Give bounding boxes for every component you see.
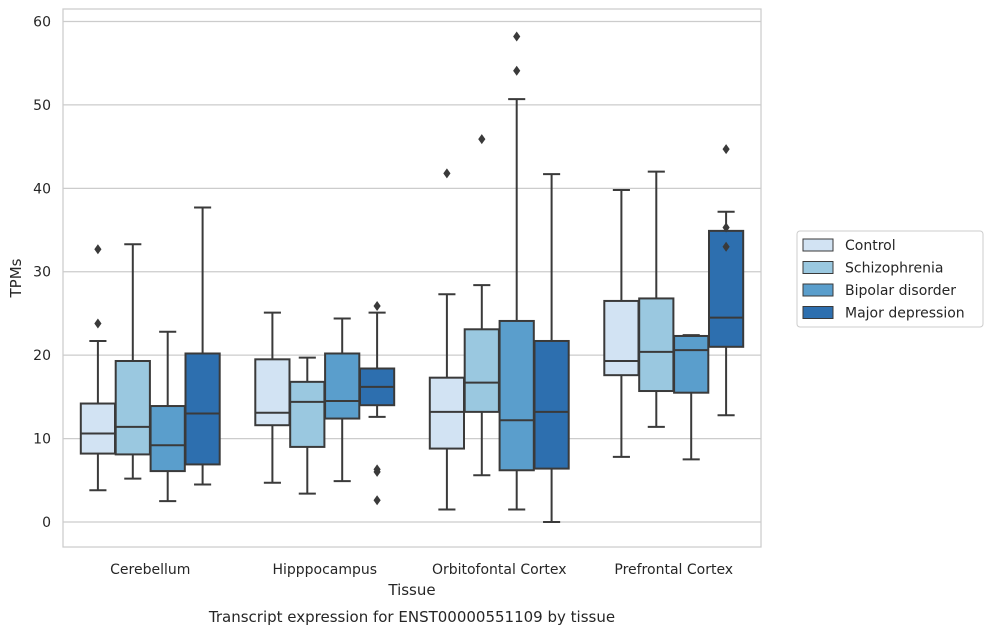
x-tick-label: Orbitofontal Cortex: [432, 562, 567, 578]
box-body: [638, 297, 675, 393]
outlier-point: [513, 31, 521, 42]
outlier-point: [513, 65, 521, 76]
box: [114, 243, 151, 480]
box: [533, 173, 570, 523]
legend-label: Control: [845, 238, 896, 254]
outlier-point: [478, 134, 486, 145]
box-body: [673, 334, 710, 394]
legend-swatch: [802, 238, 834, 252]
plot-area-frame: [62, 8, 762, 548]
box: [149, 330, 186, 503]
box-series-layer: [79, 31, 745, 523]
figure-caption: Transcript expression for ENST0000055110…: [208, 608, 615, 626]
box: [184, 206, 221, 486]
y-axis-label: TPMs: [7, 258, 25, 298]
box: [254, 311, 291, 484]
box: [428, 168, 466, 511]
legend-label: Bipolar disorder: [845, 283, 956, 299]
y-tick-label: 40: [33, 181, 51, 197]
legend-swatch: [802, 306, 834, 319]
box-body: [254, 358, 291, 427]
outlier-point: [373, 495, 381, 506]
legend-label: Major depression: [845, 306, 965, 322]
legend: Control Schizophrenia Bipolar disorder Majo…: [796, 230, 984, 328]
series-group: [184, 144, 745, 523]
y-tick-labels: 0 10 20 30 40 50 60: [33, 15, 51, 531]
x-tick-label: Cerebellum: [110, 562, 190, 578]
box: [603, 189, 640, 458]
box: [79, 244, 117, 492]
legend-swatch: [802, 261, 834, 274]
box: [707, 144, 745, 417]
box-body: [114, 359, 151, 456]
y-tick-label: 10: [33, 432, 51, 448]
box-body: [184, 352, 221, 466]
box: [638, 170, 675, 428]
legend-swatch: [802, 283, 834, 297]
legend-items: Control Schizophrenia Bipolar disorder Majo…: [802, 238, 965, 322]
series-group: [149, 31, 710, 511]
x-axis-label: Tissue: [387, 581, 435, 599]
box-body: [603, 299, 640, 377]
x-tick-labels: Cerebellum Hipppocampus Orbitofontal Corte…: [110, 562, 733, 578]
box: [358, 300, 396, 506]
outlier-point: [94, 244, 102, 255]
outlier-point: [722, 222, 730, 233]
legend-label: Schizophrenia: [845, 261, 943, 277]
x-tick-label: Prefrontal Cortex: [614, 562, 733, 578]
legend-frame: [796, 230, 984, 328]
y-tick-label: 0: [42, 515, 51, 531]
y-tick-label: 60: [33, 15, 51, 31]
box: [463, 134, 500, 477]
series-group: [79, 168, 640, 511]
box-body: [463, 328, 500, 413]
series-group: [114, 134, 675, 495]
outlier-point: [94, 318, 102, 329]
outlier-point: [373, 464, 381, 475]
y-tick-label: 20: [33, 348, 51, 364]
box: [324, 317, 361, 483]
outlier-point: [722, 241, 730, 252]
y-tick-label: 30: [33, 265, 51, 281]
box-body: [428, 376, 466, 450]
x-tick-label: Hipppocampus: [272, 562, 377, 578]
outlier-point: [722, 144, 730, 155]
box-body: [324, 352, 361, 420]
box-body: [79, 402, 117, 455]
box: [289, 356, 326, 495]
outlier-point: [443, 168, 451, 179]
box-body: [533, 339, 570, 470]
box: [673, 334, 710, 461]
outlier-point: [373, 300, 381, 311]
box-body: [149, 405, 186, 473]
box: [498, 31, 535, 511]
box-body: [498, 319, 535, 472]
y-tick-label: 50: [33, 98, 51, 114]
box-body: [289, 380, 326, 448]
